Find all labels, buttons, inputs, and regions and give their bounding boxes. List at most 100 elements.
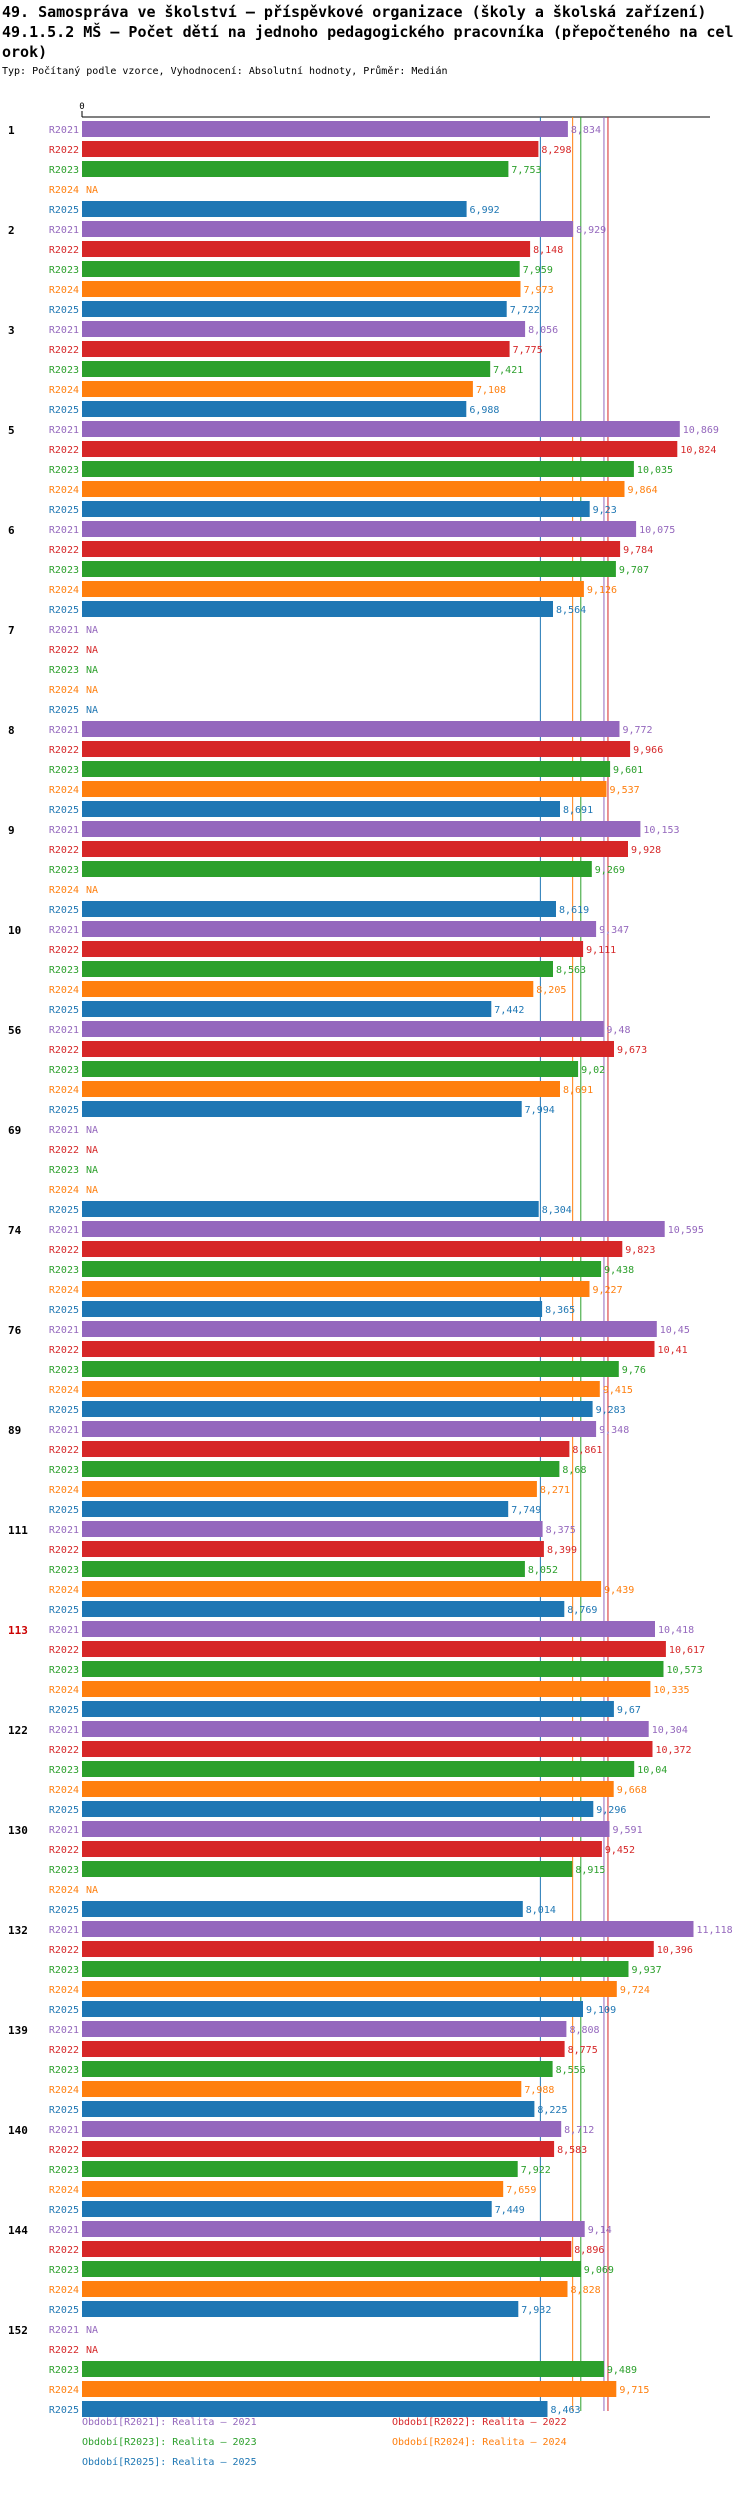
series-label: R2024 [49,2185,79,2196]
series-label: R2022 [49,1545,79,1556]
data-label: 9,23 [593,505,617,516]
series-label: R2022 [49,245,79,256]
bar [82,361,491,377]
category-label: 89 [8,1424,21,1437]
data-label: 10,617 [669,1645,705,1656]
data-label: 10,372 [655,1745,691,1756]
series-label: R2021 [49,1425,79,1436]
series-label: R2022 [49,845,79,856]
legend-period: Období[R2022]: Realita – 2022 [392,2417,567,2428]
series-label: R2023 [49,2165,79,2176]
bar [82,281,521,297]
series-label: R2023 [49,2365,79,2376]
data-label: 8,896 [574,2245,604,2256]
legend-period: Období[R2023]: Realita – 2023 [82,2437,257,2448]
na-label: NA [86,645,98,656]
data-label: 9,673 [617,1045,647,1056]
bar [82,321,526,337]
na-label: NA [86,1185,98,1196]
series-label: R2021 [49,325,79,336]
series-label: R2024 [49,2385,79,2396]
series-label: R2021 [49,2125,79,2136]
category-label: 5 [8,424,15,437]
data-label: 11,118 [696,1925,732,1936]
series-label: R2025 [49,905,79,916]
data-label: 8,148 [533,245,563,256]
bar [82,1241,623,1257]
data-label: 9,48 [606,1025,630,1036]
data-label: 10,153 [643,825,679,836]
series-label: R2025 [49,705,79,716]
series-label: R2024 [49,1785,79,1796]
series-label: R2021 [49,125,79,136]
bar [82,1021,604,1037]
series-label: R2022 [49,445,79,456]
bar [82,1401,593,1417]
data-label: 10,595 [668,1225,704,1236]
na-label: NA [86,1125,98,1136]
data-label: 8,775 [568,2045,598,2056]
series-label: R2024 [49,2285,79,2296]
data-label: 9,269 [595,865,625,876]
series-label: R2023 [49,1065,79,1076]
series-label: R2023 [49,665,79,676]
bar [82,1901,523,1917]
category-label: 122 [8,1724,28,1737]
data-label: 10,396 [657,1945,693,1956]
bar [82,2241,572,2257]
bar [82,201,467,217]
series-label: R2021 [49,725,79,736]
series-label: R2022 [49,1245,79,1256]
series-label: R2021 [49,625,79,636]
series-label: R2024 [49,985,79,996]
category-label: 113 [8,1624,28,1637]
data-label: 8,375 [546,1525,576,1536]
bar [82,2061,553,2077]
series-label: R2021 [49,225,79,236]
bar [82,1481,537,1497]
series-label: R2022 [49,545,79,556]
series-label: R2024 [49,1285,79,1296]
series-label: R2025 [49,2105,79,2116]
bar [82,1921,694,1937]
data-label: 10,035 [637,465,673,476]
data-label: 6,988 [469,405,499,416]
bar [82,2141,555,2157]
data-label: 9,591 [613,1825,643,1836]
data-label: 9,715 [619,2385,649,2396]
bar [82,2221,585,2237]
bar [82,1581,602,1597]
bar [82,761,611,777]
data-label: 8,304 [542,1205,572,1216]
bar [82,1701,614,1717]
bar [82,541,621,557]
series-label: R2021 [49,1225,79,1236]
data-label: 8,563 [556,965,586,976]
data-label: 7,749 [511,1505,541,1516]
bar [82,221,574,237]
data-label: 10,45 [660,1325,690,1336]
bar [82,1961,629,1977]
data-label: 9,438 [604,1265,634,1276]
data-label: 7,922 [521,2165,551,2176]
bar [82,401,467,417]
data-label: 7,421 [493,365,523,376]
bar [82,2041,565,2057]
series-label: R2021 [49,2025,79,2036]
data-label: 8,915 [575,1865,605,1876]
bar [82,261,520,277]
chart-subtitle: Typ: Počítaný podle vzorce, Vyhodnocení:… [2,66,448,77]
series-label: R2022 [49,2145,79,2156]
bar [82,2181,504,2197]
series-label: R2025 [49,1005,79,1016]
data-label: 9,537 [610,785,640,796]
data-label: 9,439 [604,1585,634,1596]
series-label: R2021 [49,1025,79,1036]
series-label: R2024 [49,485,79,496]
category-label: 9 [8,824,15,837]
category-label: 152 [8,2324,28,2337]
series-label: R2025 [49,305,79,316]
bar [82,921,597,937]
na-label: NA [86,885,98,896]
series-label: R2025 [49,405,79,416]
